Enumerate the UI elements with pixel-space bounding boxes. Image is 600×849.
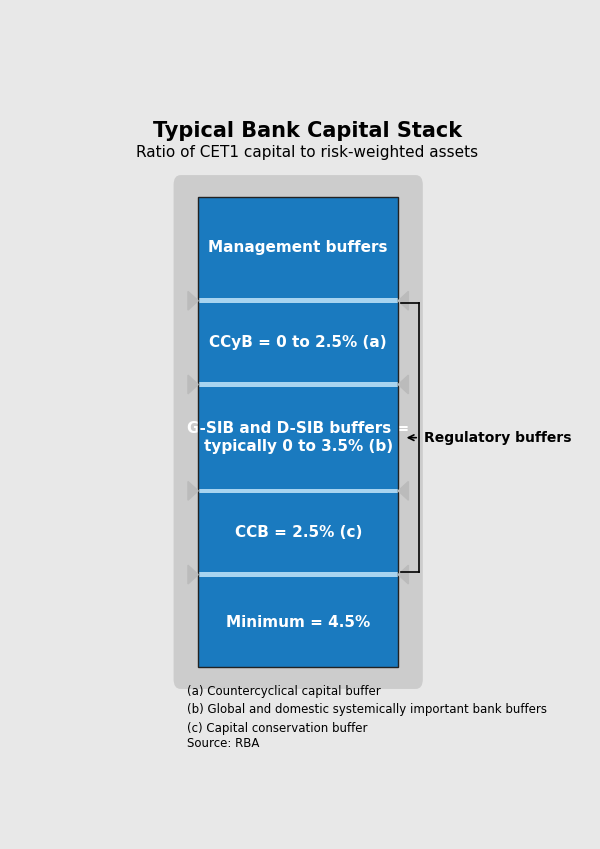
Bar	[198, 299, 398, 303]
Text: Management buffers: Management buffers	[208, 240, 388, 255]
Bar	[198, 197, 398, 667]
Bar	[198, 572, 398, 576]
Bar	[198, 488, 398, 493]
Polygon shape	[188, 565, 198, 584]
Text: CCB = 2.5% (c): CCB = 2.5% (c)	[235, 526, 362, 540]
Polygon shape	[398, 481, 409, 500]
Polygon shape	[188, 375, 198, 394]
Polygon shape	[188, 291, 198, 310]
Bar	[198, 382, 398, 387]
Bar	[198, 197, 398, 299]
Text: Minimum = 4.5%: Minimum = 4.5%	[226, 615, 370, 630]
Text: (c) Capital conservation buffer: (c) Capital conservation buffer	[187, 722, 367, 734]
Text: Typical Bank Capital Stack: Typical Bank Capital Stack	[153, 121, 462, 141]
Bar	[198, 493, 398, 572]
Bar	[198, 387, 398, 488]
Bar	[198, 576, 398, 667]
Text: (a) Countercyclical capital buffer: (a) Countercyclical capital buffer	[187, 685, 380, 698]
Polygon shape	[398, 291, 409, 310]
Text: Ratio of CET1 capital to risk-weighted assets: Ratio of CET1 capital to risk-weighted a…	[136, 145, 479, 160]
Text: G-SIB and D-SIB buffers =
typically 0 to 3.5% (b): G-SIB and D-SIB buffers = typically 0 to…	[187, 421, 409, 454]
Polygon shape	[398, 565, 409, 584]
Polygon shape	[398, 375, 409, 394]
Bar	[198, 303, 398, 382]
Text: Regulatory buffers: Regulatory buffers	[424, 430, 571, 445]
Text: Source: RBA: Source: RBA	[187, 737, 259, 750]
FancyBboxPatch shape	[173, 175, 423, 689]
Polygon shape	[188, 481, 198, 500]
Text: CCyB = 0 to 2.5% (a): CCyB = 0 to 2.5% (a)	[209, 335, 387, 350]
Text: (b) Global and domestic systemically important bank buffers: (b) Global and domestic systemically imp…	[187, 703, 547, 717]
